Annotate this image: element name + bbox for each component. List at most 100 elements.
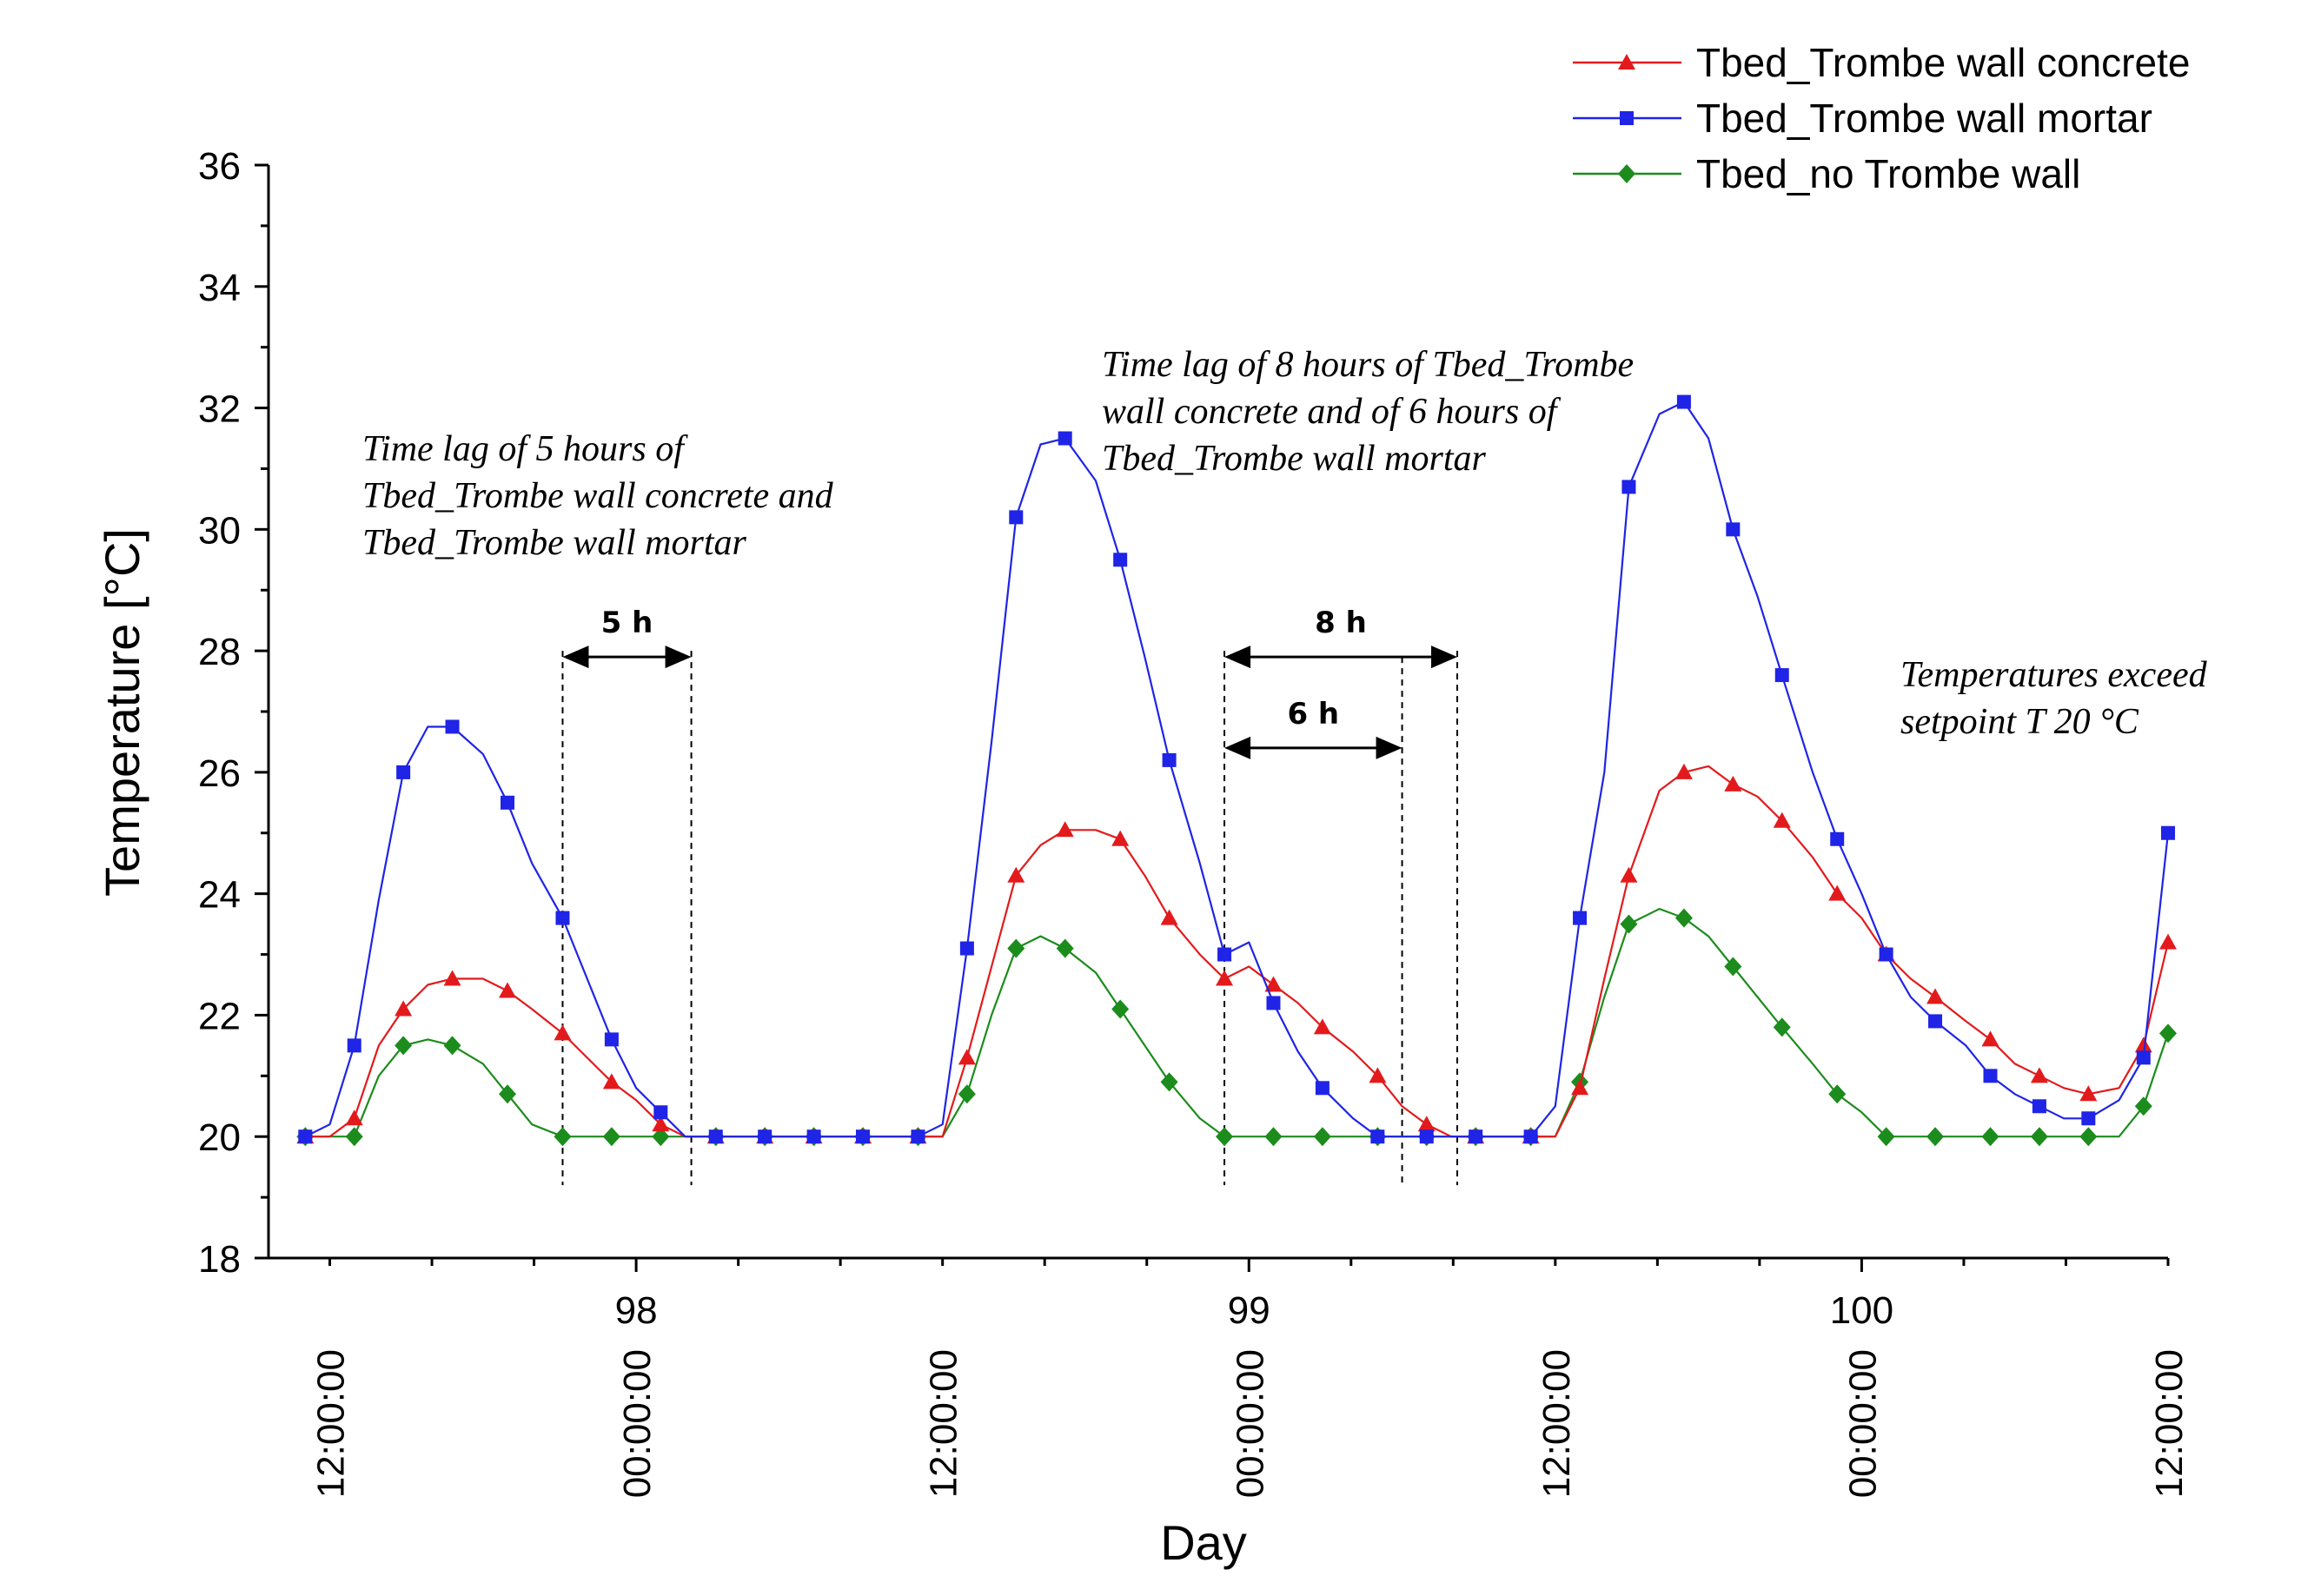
legend-label: Tbed_Trombe wall mortar: [1696, 96, 2152, 141]
series-layer: [296, 394, 2177, 1147]
data-point-triangle: [1724, 775, 1742, 791]
data-point-triangle: [2159, 933, 2177, 950]
data-point-square: [1266, 996, 1281, 1010]
data-point-square: [347, 1038, 361, 1053]
x-tick-label: 100: [1830, 1289, 1893, 1332]
data-point-triangle: [1369, 1067, 1387, 1083]
data-point-diamond: [2159, 1023, 2177, 1043]
data-point-diamond: [443, 1036, 461, 1056]
data-point-triangle: [1674, 763, 1693, 779]
y-tick-label: 28: [198, 631, 241, 673]
data-point-square: [1469, 1129, 1483, 1144]
y-axis-title: Temperature [°C]: [95, 528, 149, 897]
data-point-diamond: [1828, 1084, 1847, 1104]
legend-label: Tbed_Trombe wall concrete: [1696, 40, 2190, 85]
y-tick-label: 24: [198, 874, 241, 917]
data-point-diamond: [2079, 1127, 2098, 1147]
time-tick-label: 00:00:00: [1229, 1349, 1271, 1498]
data-point-triangle: [345, 1109, 363, 1126]
bracket-label: 6 h: [1287, 697, 1339, 732]
data-point-square: [1621, 480, 1636, 494]
right-arrowhead-icon: [1431, 646, 1458, 669]
data-point-diamond: [499, 1084, 517, 1104]
x-tick-label: 98: [615, 1289, 658, 1332]
data-point-square: [298, 1129, 313, 1144]
data-point-triangle: [1160, 909, 1178, 925]
left-arrowhead-icon: [562, 646, 589, 669]
y-tick-label: 32: [198, 388, 241, 431]
data-point-diamond: [1926, 1127, 1945, 1147]
data-point-triangle: [1828, 884, 1847, 901]
data-point-square: [653, 1105, 668, 1120]
data-point-diamond: [1160, 1072, 1178, 1092]
time-tick-label: 00:00:00: [616, 1349, 659, 1498]
series-line-diamond: [305, 907, 2170, 1138]
data-point-diamond: [554, 1127, 572, 1147]
y-tick-label: 26: [198, 752, 241, 795]
data-point-square: [911, 1129, 925, 1144]
data-point-square: [1726, 522, 1741, 537]
data-point-triangle: [958, 1049, 976, 1065]
data-point-square: [1370, 1129, 1385, 1144]
data-point-square: [1315, 1081, 1330, 1096]
data-point-square: [1573, 911, 1588, 925]
data-point-square: [1928, 1014, 1943, 1029]
data-point-diamond: [2134, 1096, 2152, 1116]
data-point-triangle: [1264, 976, 1283, 992]
left-arrowhead-icon: [1224, 646, 1251, 669]
data-point-diamond: [1264, 1127, 1283, 1147]
data-point-diamond: [1007, 938, 1025, 958]
data-point-square: [2136, 1050, 2151, 1065]
annotation-line: setpoint T 20 °C: [1900, 702, 2139, 742]
annotation-line: Time lag of 8 hours of Tbed_Trombe: [1102, 345, 1634, 385]
legend-marker-diamond: [1618, 164, 1635, 183]
data-point-diamond: [1111, 999, 1130, 1019]
time-tick-label: 12:00:00: [923, 1349, 965, 1498]
x-axis-title: Day: [1160, 1515, 1247, 1570]
data-point-triangle: [1417, 1116, 1436, 1132]
y-tick-label: 36: [198, 145, 241, 188]
data-point-square: [856, 1129, 871, 1144]
data-point-square: [1217, 947, 1232, 962]
data-point-diamond: [345, 1127, 363, 1147]
data-point-square: [806, 1129, 821, 1144]
data-point-square: [1523, 1129, 1538, 1144]
data-point-square: [1830, 831, 1845, 846]
data-point-square: [2032, 1099, 2046, 1114]
legend-marker-square: [1620, 111, 1634, 125]
data-point-triangle: [602, 1073, 620, 1089]
series-line-square: [304, 401, 2170, 1138]
annotation-line: Tbed_Trombe wall concrete and: [362, 476, 834, 516]
data-point-triangle: [443, 970, 461, 986]
data-point-square: [1676, 394, 1691, 409]
data-point-square: [445, 719, 460, 734]
annotation-line: wall concrete and of 6 hours of: [1102, 392, 1562, 432]
data-point-diamond: [1313, 1127, 1331, 1147]
y-tick-label: 30: [198, 509, 241, 552]
data-point-square: [1162, 752, 1177, 767]
data-point-triangle: [1571, 1079, 1589, 1096]
data-point-square: [1009, 510, 1024, 525]
y-tick-label: 20: [198, 1116, 241, 1159]
bracket-label: 5 h: [601, 606, 653, 640]
data-point-diamond: [1620, 914, 1638, 934]
data-point-diamond: [958, 1084, 976, 1104]
data-point-triangle: [1620, 866, 1638, 883]
annotation-line: Tbed_Trombe wall mortar: [362, 523, 746, 563]
data-point-square: [604, 1032, 619, 1047]
left-arrowhead-icon: [1224, 736, 1251, 759]
data-point-diamond: [602, 1127, 620, 1147]
data-point-square: [396, 765, 411, 779]
data-point-triangle: [1981, 1030, 1999, 1047]
data-point-triangle: [1313, 1018, 1331, 1035]
time-tick-label: 00:00:00: [1841, 1349, 1884, 1498]
y-tick-label: 22: [198, 995, 241, 1037]
data-point-square: [1113, 553, 1128, 567]
data-point-diamond: [395, 1036, 413, 1056]
data-point-triangle: [2030, 1067, 2048, 1083]
data-point-diamond: [1056, 938, 1074, 958]
data-point-triangle: [2079, 1085, 2098, 1102]
data-point-diamond: [1216, 1127, 1234, 1147]
right-arrowhead-icon: [1376, 736, 1402, 759]
